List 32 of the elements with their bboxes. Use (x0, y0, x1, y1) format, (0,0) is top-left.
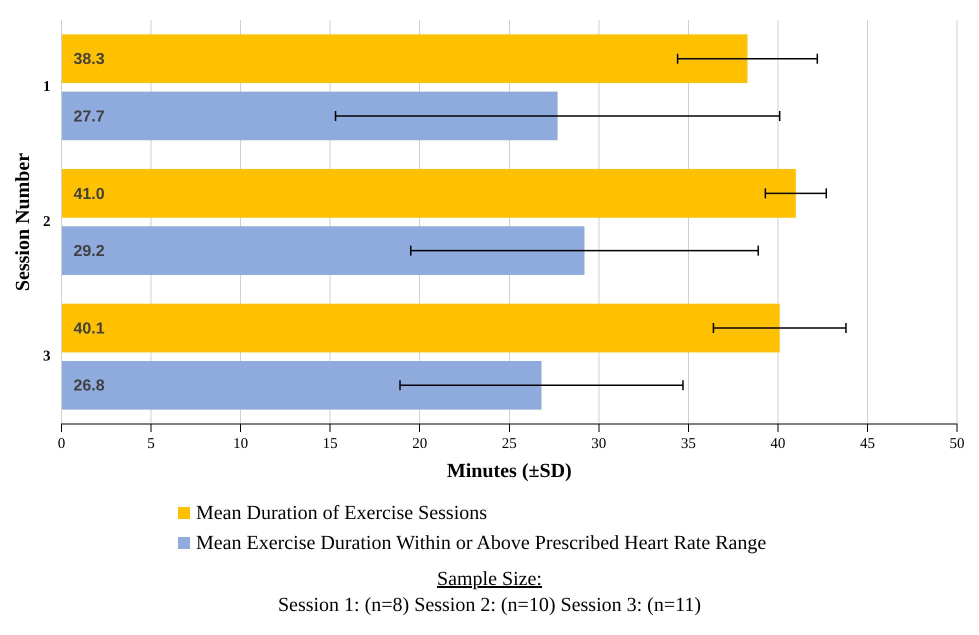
bar (62, 34, 748, 84)
x-tick-label: 30 (591, 436, 606, 452)
bar (62, 169, 796, 218)
legend-label: Mean Exercise Duration Within or Above Prescribed Heart Rate Range (196, 531, 766, 556)
data-label: 41.0 (74, 186, 105, 203)
x-tick-label: 40 (770, 436, 786, 452)
x-tick-label: 0 (58, 436, 66, 452)
text: Session 1: (n=8) Session 2: (n=10) Session 3: (n=11) (276, 593, 702, 618)
x-tick-label: 35 (680, 436, 696, 452)
data-label: 26.8 (74, 378, 105, 395)
data-label: 27.7 (74, 108, 105, 126)
bar (62, 360, 542, 410)
data-label: 40.1 (74, 320, 105, 338)
x-tick-label: 15 (322, 436, 338, 452)
x-tick-label: 25 (502, 436, 517, 452)
y-tick-label: 3 (43, 348, 50, 365)
x-tick-label: 20 (412, 436, 428, 452)
y-tick-label: 1 (43, 79, 50, 96)
x-tick-label: 5 (147, 436, 155, 452)
x-tick-label: 50 (950, 436, 964, 452)
y-axis-title: Session Number (12, 152, 34, 292)
data-label: 29.2 (74, 243, 105, 260)
legend-label: Mean Duration of Exercise Sessions (196, 501, 488, 526)
x-axis-title: Minutes (±SD) (446, 460, 572, 482)
y-tick-label: 2 (43, 214, 50, 230)
x-tick-label: 10 (233, 436, 248, 452)
bar (62, 304, 780, 352)
text: Sample Size: (436, 567, 543, 592)
x-tick-label: 45 (860, 436, 875, 452)
bar (62, 92, 558, 140)
data-label: 38.3 (74, 51, 105, 68)
bar (62, 226, 584, 275)
